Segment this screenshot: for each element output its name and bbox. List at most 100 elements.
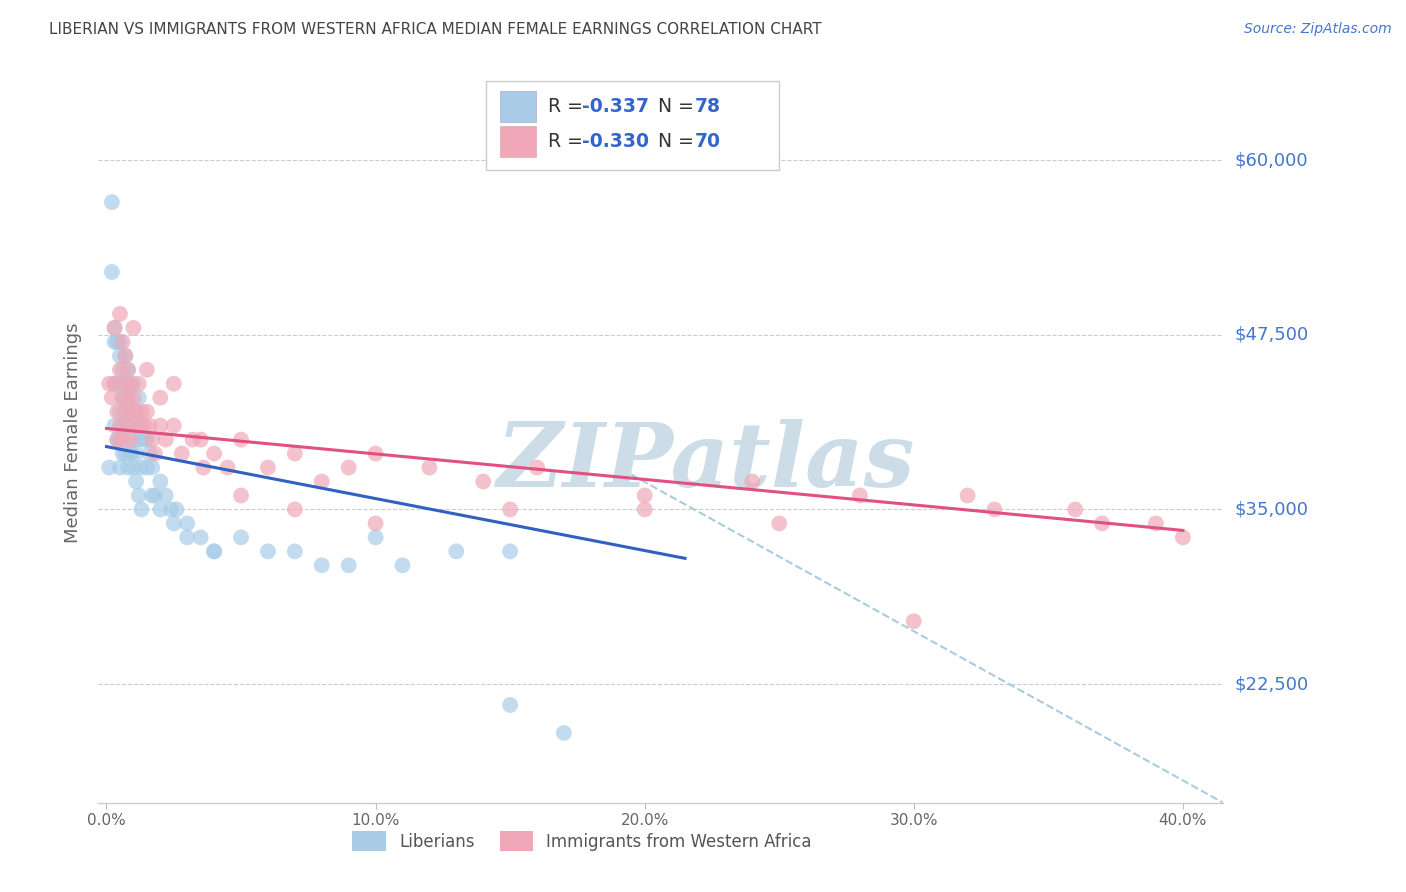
Point (111, 376, 134, 391)
Text: R =: R = (548, 132, 589, 151)
Point (284, 502, 307, 516)
Point (131, 418, 153, 433)
Point (155, 488, 177, 502)
Point (176, 530, 198, 544)
Point (105, 433, 128, 447)
Text: $47,500: $47,500 (1234, 326, 1309, 343)
Point (311, 475, 333, 489)
Point (131, 502, 153, 516)
Point (111, 391, 134, 405)
Point (114, 349, 136, 363)
Point (117, 391, 139, 405)
Point (134, 418, 156, 433)
Point (105, 405, 128, 419)
Point (163, 376, 186, 391)
Point (190, 530, 212, 544)
Text: 78: 78 (695, 97, 720, 116)
Point (125, 405, 148, 419)
Point (257, 460, 280, 475)
Point (141, 460, 163, 475)
Point (120, 376, 142, 391)
Point (105, 433, 128, 447)
Point (111, 418, 134, 433)
Point (202, 544, 225, 558)
Text: R =: R = (548, 97, 589, 116)
Point (98, 376, 121, 391)
Text: -0.330: -0.330 (582, 132, 650, 151)
Point (741, 475, 763, 489)
FancyBboxPatch shape (486, 81, 779, 169)
Text: N =: N = (647, 132, 700, 151)
Point (108, 307, 131, 321)
Point (190, 433, 212, 447)
Point (1144, 516, 1167, 531)
Point (149, 391, 172, 405)
Point (1171, 530, 1194, 544)
Point (122, 418, 145, 433)
Point (103, 376, 125, 391)
Point (128, 418, 150, 433)
Point (101, 265, 124, 279)
Point (111, 433, 134, 447)
Point (135, 460, 157, 475)
Point (634, 502, 657, 516)
Point (418, 460, 440, 475)
Point (108, 349, 131, 363)
Point (364, 530, 387, 544)
Point (114, 391, 136, 405)
Point (111, 334, 134, 349)
Point (166, 502, 188, 516)
Point (229, 433, 252, 447)
Text: LIBERIAN VS IMMIGRANTS FROM WESTERN AFRICA MEDIAN FEMALE EARNINGS CORRELATION CH: LIBERIAN VS IMMIGRANTS FROM WESTERN AFRI… (49, 22, 823, 37)
Point (135, 363, 157, 377)
Point (120, 405, 142, 419)
Point (229, 530, 252, 544)
Y-axis label: Median Female Earnings: Median Female Earnings (65, 322, 83, 543)
Point (120, 446, 142, 460)
Point (138, 446, 160, 460)
Point (149, 502, 172, 516)
Point (202, 446, 225, 460)
Point (176, 516, 198, 531)
Point (311, 558, 333, 573)
Point (337, 558, 360, 573)
Text: $35,000: $35,000 (1234, 500, 1309, 518)
Point (135, 433, 157, 447)
Legend: Liberians, Immigrants from Western Africa: Liberians, Immigrants from Western Afric… (346, 825, 818, 857)
Point (120, 446, 142, 460)
Text: ZIPatlas: ZIPatlas (498, 419, 914, 506)
Point (284, 446, 307, 460)
Point (103, 334, 125, 349)
Point (143, 446, 166, 460)
Point (103, 321, 125, 335)
Point (135, 405, 157, 419)
Point (364, 516, 387, 531)
Point (105, 334, 128, 349)
Point (128, 376, 150, 391)
Point (114, 405, 136, 419)
Point (499, 698, 522, 712)
Point (149, 418, 172, 433)
Point (128, 433, 150, 447)
Point (114, 376, 136, 391)
Text: 70: 70 (695, 132, 720, 151)
Text: Source: ZipAtlas.com: Source: ZipAtlas.com (1244, 22, 1392, 37)
Point (120, 433, 142, 447)
Point (472, 475, 495, 489)
Point (108, 363, 131, 377)
Point (122, 376, 145, 391)
Point (117, 418, 139, 433)
Point (284, 544, 307, 558)
Point (903, 614, 925, 628)
Point (128, 488, 150, 502)
Point (114, 376, 136, 391)
Point (160, 502, 183, 516)
Point (108, 334, 131, 349)
Point (101, 391, 124, 405)
Point (120, 405, 142, 419)
Point (446, 544, 468, 558)
Point (117, 363, 139, 377)
Point (499, 502, 522, 516)
Point (117, 460, 139, 475)
Point (108, 460, 131, 475)
